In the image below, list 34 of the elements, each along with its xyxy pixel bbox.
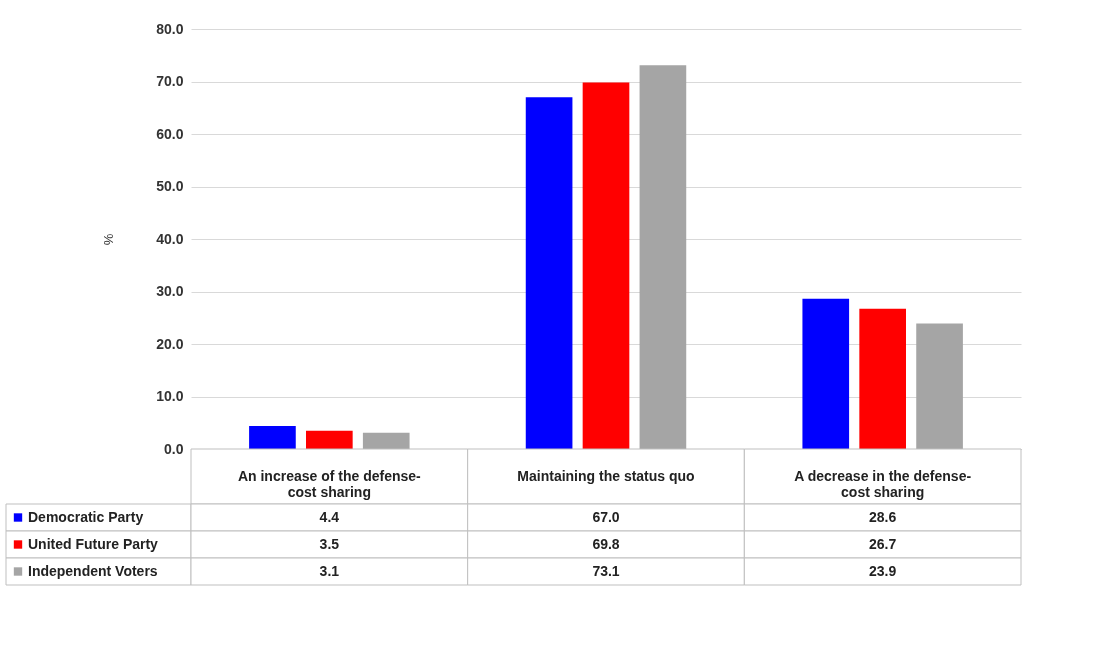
bar xyxy=(582,82,630,449)
y-tick-label: 20.0 xyxy=(156,335,184,352)
data-label: 3.5 xyxy=(319,535,340,552)
bar xyxy=(916,323,963,449)
y-axis-title: % xyxy=(101,233,117,246)
data-label: 73.1 xyxy=(592,562,620,579)
bar xyxy=(306,430,353,449)
data-label: 3.1 xyxy=(319,562,340,579)
bar xyxy=(249,425,296,449)
bar xyxy=(639,65,687,449)
bar xyxy=(802,298,850,449)
data-label: 23.9 xyxy=(869,562,897,579)
data-label: 4.4 xyxy=(319,508,340,525)
legend-label: Independent Voters xyxy=(28,562,158,579)
y-tick-label: 50.0 xyxy=(156,178,184,194)
bar xyxy=(362,432,410,449)
y-tick-label: 10.0 xyxy=(156,388,184,404)
y-tick-label: 70.0 xyxy=(156,73,184,89)
y-tick-label: 80.0 xyxy=(156,20,184,37)
x-tick-label: A decrease in the defense-cost sharing xyxy=(794,467,972,500)
data-label: 69.8 xyxy=(592,535,620,552)
data-label: 26.7 xyxy=(869,535,897,552)
y-tick-label: 30.0 xyxy=(156,283,184,299)
y-tick-label: 0.0 xyxy=(164,440,184,457)
bar xyxy=(525,97,573,449)
x-tick-label: Maintaining the status quo xyxy=(517,467,695,484)
bar xyxy=(859,308,906,449)
legend-label: Democratic Party xyxy=(28,508,144,525)
data-label: 28.6 xyxy=(869,508,897,525)
legend-label: United Future Party xyxy=(28,535,159,552)
data-label: 67.0 xyxy=(592,508,620,525)
y-tick-label: 60.0 xyxy=(156,125,184,142)
x-tick-label: An increase of the defense-cost sharing xyxy=(237,467,422,500)
y-tick-label: 40.0 xyxy=(156,230,184,247)
